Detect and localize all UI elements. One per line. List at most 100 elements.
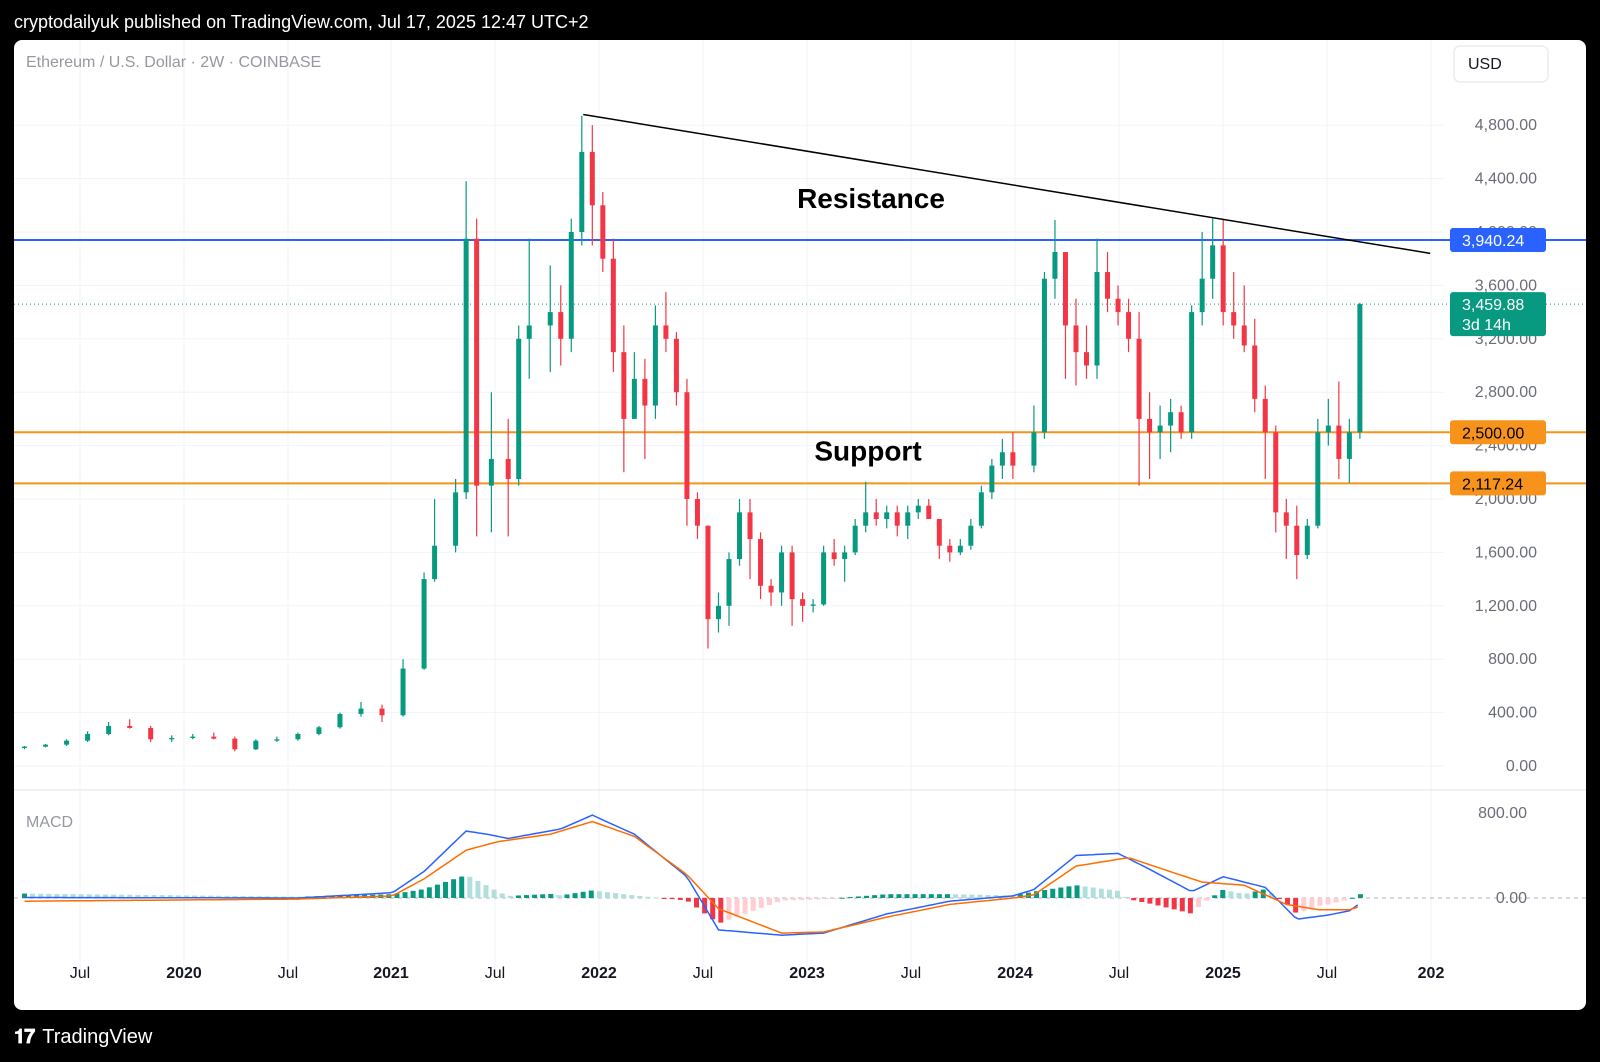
candle-body (610, 258, 616, 353)
macd-histogram-bar (38, 893, 44, 898)
candle-body (1346, 432, 1352, 459)
candle-body (474, 238, 480, 486)
candle-body (989, 465, 995, 493)
macd-histogram-bar (888, 894, 894, 898)
macd-tick-label: 0.00 (1496, 890, 1527, 907)
candle-body (831, 552, 837, 560)
macd-histogram-bar (532, 894, 538, 898)
macd-histogram-bar (1179, 898, 1185, 912)
macd-histogram-bar (22, 893, 28, 898)
countdown-label: 3d 14h (1462, 317, 1511, 334)
macd-histogram-bar (183, 895, 189, 898)
macd-histogram-bar (151, 895, 157, 898)
macd-histogram-bar (613, 893, 619, 898)
macd-histogram-bar (256, 896, 262, 898)
macd-histogram-bar (799, 898, 805, 900)
candle-body (400, 668, 406, 716)
macd-histogram-bar (78, 894, 84, 898)
candle-body (106, 725, 112, 734)
macd-histogram-bar (920, 894, 926, 898)
macd-histogram-bar (815, 898, 821, 900)
macd-histogram-bar (426, 887, 432, 898)
macd-histogram-bar (1244, 893, 1250, 898)
macd-histogram-bar (1147, 898, 1153, 904)
macd-histogram-bar (669, 898, 675, 900)
level-price-label: 2,500.00 (1462, 425, 1524, 442)
price-tick-label: 2,800.00 (1475, 384, 1537, 401)
overlay: Resistance Support Ethereum / U.S. Dollar … (26, 45, 1549, 466)
brand-name[interactable]: TradingView (42, 1025, 153, 1048)
macd-histogram-bar (783, 898, 789, 901)
macd-label: MACD (26, 814, 73, 831)
price-tick-label: 4,800.00 (1475, 117, 1537, 134)
macd-histogram-bar (127, 894, 133, 898)
candle-body (726, 559, 732, 606)
macd-histogram-bar (653, 897, 659, 899)
time-tick-label: 2022 (581, 965, 617, 982)
macd-histogram-bar (119, 894, 125, 898)
macd-histogram-bar (1317, 898, 1323, 906)
price-tick-label: 800.00 (1488, 651, 1537, 668)
macd-histogram-bar (1123, 896, 1129, 898)
macd-histogram-bar (580, 891, 586, 898)
macd-histogram-bar (1268, 893, 1274, 898)
time-tick-label: Jul (70, 965, 90, 982)
time-tick-label: Jul (485, 965, 505, 982)
macd-histogram-bar (1236, 893, 1242, 898)
candle-body (1041, 278, 1047, 433)
candlestick-chart[interactable]: MACD Resistance Support Ethereum / U.S. Do… (14, 40, 1586, 1010)
macd-histogram-bar (515, 895, 521, 898)
candle-body (1136, 338, 1142, 419)
macd-histogram-bar (1357, 894, 1363, 898)
time-tick-label: Jul (1317, 965, 1337, 982)
candle-body (652, 325, 658, 406)
macd-histogram-bar (1058, 887, 1064, 898)
price-tick-label: 3,600.00 (1475, 277, 1537, 294)
candle-body (1262, 398, 1268, 433)
candle-body (85, 733, 91, 741)
macd-histogram-bar (758, 898, 764, 908)
macd-histogram-bar (839, 897, 845, 899)
macd-histogram-bar (969, 894, 975, 898)
time-tick-label: Jul (693, 965, 713, 982)
macd-histogram-bar (30, 893, 36, 898)
macd-histogram-bar (977, 894, 983, 898)
candle-body (432, 545, 438, 580)
candle-body (169, 737, 175, 740)
chart-title: Ethereum / U.S. Dollar · 2W · COINBASE (26, 54, 321, 71)
candle-body (863, 512, 869, 526)
candle-body (947, 545, 953, 553)
macd-histogram-bar (1276, 898, 1282, 899)
candle-body (1241, 325, 1247, 346)
tradingview-logo-icon[interactable]: 𝟏𝟕 (14, 1025, 35, 1048)
candle-body (1073, 325, 1079, 353)
candle-body (926, 505, 932, 520)
candle-body (1189, 312, 1195, 433)
candle-body (779, 552, 785, 593)
candle-body (1252, 345, 1258, 399)
macd-histogram-bar (936, 894, 942, 898)
candle-body (1210, 245, 1216, 279)
macd-histogram-bar (337, 895, 343, 898)
candle-body (600, 205, 606, 259)
macd-histogram-bar (540, 894, 546, 898)
candle-body (579, 151, 585, 232)
macd-histogram-bar (451, 879, 457, 898)
candle-body (915, 505, 921, 513)
candle-body (1157, 425, 1163, 433)
macd-histogram-bar (774, 898, 780, 903)
axes: 0.00400.00800.001,200.001,600.002,000.00… (70, 117, 1546, 982)
candle-body (64, 740, 70, 745)
candle-body (589, 151, 595, 206)
candle-body (547, 312, 553, 326)
currency-button-label: USD (1468, 56, 1502, 73)
macd-histogram-bar (1098, 888, 1104, 898)
macd-histogram-bar (572, 893, 578, 898)
candle-body (568, 232, 574, 339)
candle-body (488, 458, 494, 486)
macd-histogram-bar (46, 893, 52, 898)
macd-histogram-bar (523, 895, 529, 898)
support-label: Support (814, 435, 921, 466)
macd-histogram-bar (604, 892, 610, 898)
macd-histogram-bar (896, 894, 902, 898)
